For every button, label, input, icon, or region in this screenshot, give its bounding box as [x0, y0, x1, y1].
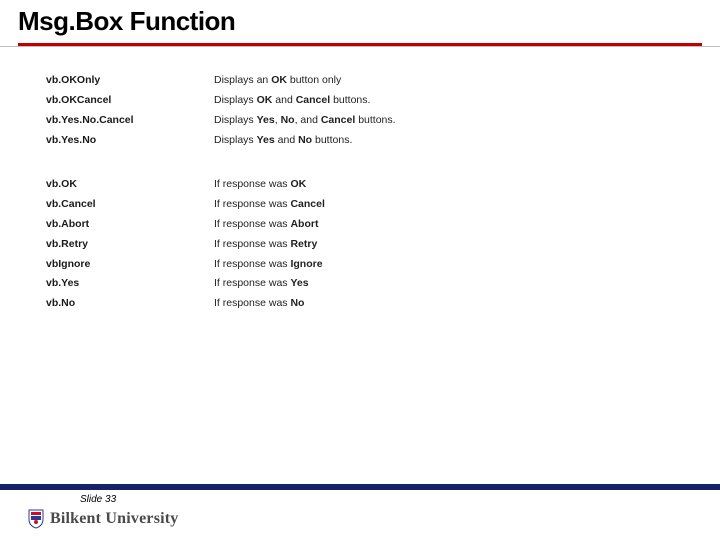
- constant-name: vb.Yes.No.Cancel: [46, 111, 214, 131]
- constant-name: vb.OKCancel: [46, 91, 214, 111]
- table-row: vb.Yes.NoDisplays Yes and No buttons.: [46, 131, 702, 151]
- table-row: vb.OKOnlyDisplays an OK button only: [46, 71, 702, 91]
- constant-name: vb.OK: [46, 175, 214, 195]
- constant-desc: Displays OK and Cancel buttons.: [214, 91, 370, 111]
- constant-desc: If response was Yes: [214, 274, 309, 294]
- constant-name: vb.Abort: [46, 215, 214, 235]
- university-crest-icon: [28, 509, 44, 529]
- table-row: vb.NoIf response was No: [46, 294, 702, 314]
- constant-desc: Displays Yes, No, and Cancel buttons.: [214, 111, 396, 131]
- constant-desc: If response was Ignore: [214, 255, 323, 275]
- response-constants: vb.OKIf response was OKvb.CancelIf respo…: [46, 175, 702, 315]
- table-row: vb.YesIf response was Yes: [46, 274, 702, 294]
- constant-desc: Displays Yes and No buttons.: [214, 131, 352, 151]
- constant-desc: If response was Cancel: [214, 195, 325, 215]
- constant-desc: If response was Abort: [214, 215, 318, 235]
- constant-desc: If response was Retry: [214, 235, 317, 255]
- content-area: vb.OKOnlyDisplays an OK button onlyvb.OK…: [0, 47, 720, 484]
- table-row: vb.CancelIf response was Cancel: [46, 195, 702, 215]
- page-title: Msg.Box Function: [18, 6, 702, 37]
- constant-desc: If response was No: [214, 294, 304, 314]
- button-style-constants: vb.OKOnlyDisplays an OK button onlyvb.OK…: [46, 71, 702, 151]
- table-row: vb.AbortIf response was Abort: [46, 215, 702, 235]
- constant-desc: If response was OK: [214, 175, 306, 195]
- university-name: Bilkent University: [50, 510, 179, 528]
- constant-name: vb.No: [46, 294, 214, 314]
- constants-table: vb.OKOnlyDisplays an OK button onlyvb.OK…: [46, 71, 702, 314]
- constant-name: vb.Cancel: [46, 195, 214, 215]
- slide: Msg.Box Function vb.OKOnlyDisplays an OK…: [0, 0, 720, 540]
- table-row: vbIgnoreIf response was Ignore: [46, 255, 702, 275]
- constant-name: vb.Retry: [46, 235, 214, 255]
- constant-desc: Displays an OK button only: [214, 71, 341, 91]
- title-block: Msg.Box Function: [0, 0, 720, 39]
- table-row: vb.RetryIf response was Retry: [46, 235, 702, 255]
- constant-name: vb.Yes.No: [46, 131, 214, 151]
- table-row: vb.Yes.No.CancelDisplays Yes, No, and Ca…: [46, 111, 702, 131]
- slide-number: Slide 33: [80, 494, 702, 505]
- group-gap: [46, 151, 702, 175]
- university-brand: Bilkent University: [28, 509, 702, 529]
- constant-name: vb.OKOnly: [46, 71, 214, 91]
- table-row: vb.OKIf response was OK: [46, 175, 702, 195]
- table-row: vb.OKCancelDisplays OK and Cancel button…: [46, 91, 702, 111]
- footer: Slide 33 Bilkent University: [0, 490, 720, 540]
- constant-name: vbIgnore: [46, 255, 214, 275]
- constant-name: vb.Yes: [46, 274, 214, 294]
